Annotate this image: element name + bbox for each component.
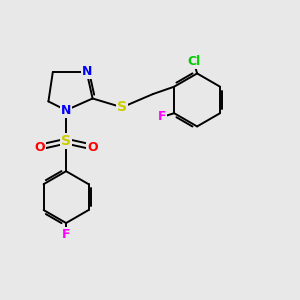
Text: N: N [61, 104, 71, 117]
Text: F: F [158, 110, 166, 123]
Text: Cl: Cl [188, 55, 201, 68]
Text: S: S [61, 134, 71, 148]
Text: O: O [34, 141, 45, 154]
Text: N: N [82, 65, 92, 79]
Text: O: O [87, 141, 98, 154]
Text: S: S [117, 100, 127, 114]
Text: F: F [62, 228, 70, 241]
